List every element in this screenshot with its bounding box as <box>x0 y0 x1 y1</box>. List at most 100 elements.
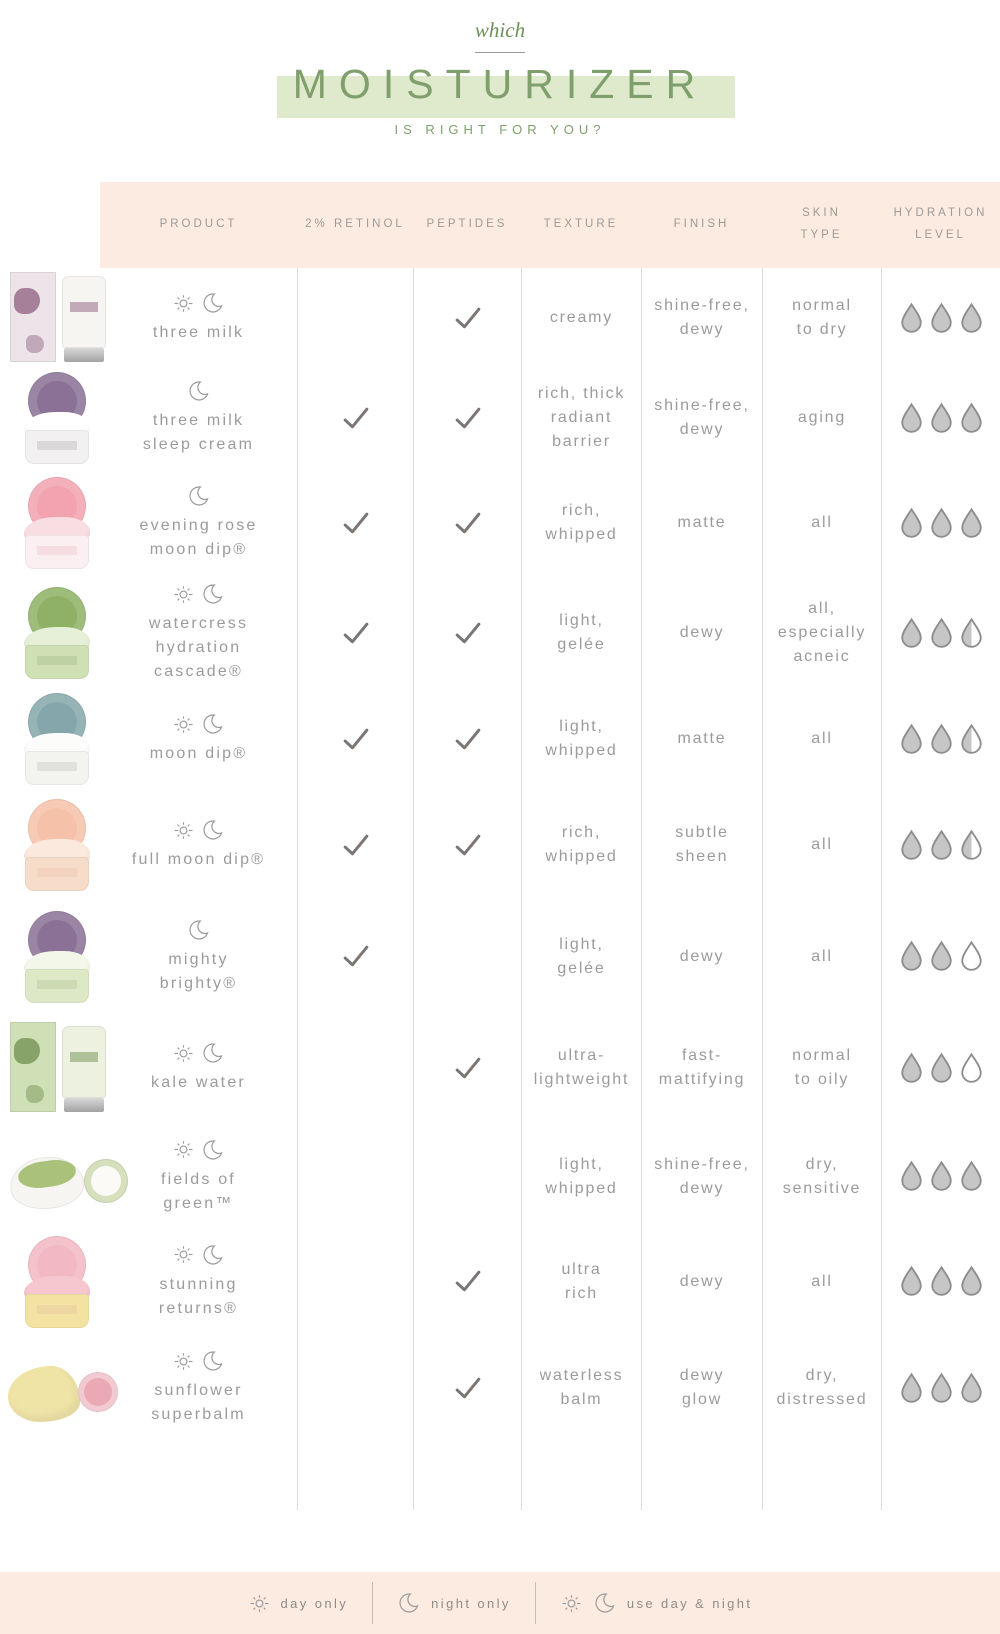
peptides-check-icon <box>455 834 481 855</box>
column-header-peptides: PEPTIDES <box>426 218 508 231</box>
day-icon <box>174 1044 193 1062</box>
texture-cell: light, gelée <box>521 900 641 1013</box>
hydration-drop-full-icon <box>960 302 982 333</box>
header-rule <box>475 52 525 53</box>
hydration-drop-full-icon <box>930 1372 952 1403</box>
hydration-drop-half-icon <box>960 829 982 860</box>
retinol-cell <box>297 468 413 578</box>
peptides-cell <box>413 1230 521 1333</box>
day-icon <box>174 821 193 839</box>
hydration-drops <box>898 617 985 650</box>
finish-cell: dewy <box>641 578 762 688</box>
night-icon <box>203 820 223 840</box>
peptides-cell <box>413 578 521 688</box>
thumbnail-lid <box>28 693 86 751</box>
texture-cell: waterless balm <box>521 1333 641 1443</box>
product-cell-three-milk-sleep-cream: three milk sleep cream <box>0 368 297 468</box>
hydration-drops <box>898 723 985 756</box>
texture-cell: rich, whipped <box>521 790 641 900</box>
hydration-drop-full-icon <box>930 1052 952 1083</box>
finish-cell: dewy <box>641 900 762 1013</box>
product-cell-evening-rose-moon-dip: evening rose moon dip® <box>0 468 297 578</box>
night-icon <box>203 1244 223 1265</box>
hydration-drops <box>898 1265 985 1298</box>
product-name: full moon dip® <box>131 851 266 868</box>
day-icon <box>174 294 193 312</box>
finish-cell: dewy <box>641 1230 762 1333</box>
day-icon <box>174 1246 193 1263</box>
peptides-check-icon <box>455 407 481 428</box>
skin-type-cell: normal to oily <box>762 1013 881 1123</box>
usage-legend: day only night only use day & night <box>0 1572 1000 1634</box>
thumbnail-cream <box>24 839 90 867</box>
hydration-drop-full-icon <box>900 1372 922 1403</box>
product-name: three milk sleep cream <box>142 412 255 453</box>
thumbnail-jar <box>25 968 89 1003</box>
thumbnail-cream <box>24 1275 90 1304</box>
product-name-block: fields of green™ <box>100 1123 297 1230</box>
hydration-drop-full-icon <box>930 1265 952 1296</box>
thumbnail-lid <box>28 587 86 645</box>
usage-icons <box>187 484 211 508</box>
legend-item-night-only: night only <box>397 1591 511 1615</box>
table-header-row: PRODUCT 2% RETINOL PEPTIDES TEXTURE FINISH SK… <box>0 182 1000 268</box>
usage-icons <box>172 818 225 842</box>
hydration-drops <box>898 1160 985 1193</box>
legend-item-day-only: day only <box>248 1592 349 1615</box>
thumbnail-box <box>10 272 56 362</box>
product-name: stunning returns® <box>158 1275 239 1317</box>
thumbnail-jar <box>25 1293 89 1328</box>
peptides-check-icon <box>455 1377 481 1398</box>
hydration-cell <box>881 1230 1000 1333</box>
hydration-drop-full-icon <box>900 1265 922 1296</box>
retinol-cell <box>297 1333 413 1443</box>
page-title: MOISTURIZER <box>276 61 736 118</box>
hydration-cell <box>881 578 1000 688</box>
hydration-drop-full-icon <box>900 507 922 538</box>
hydration-drop-full-icon <box>960 1160 982 1191</box>
hydration-cell <box>881 268 1000 368</box>
legend-separator <box>534 1582 536 1624</box>
hydration-drop-empty-icon <box>960 1052 982 1083</box>
product-name: kale water <box>151 1074 246 1091</box>
thumbnail-cap <box>64 1098 104 1112</box>
thumbnail-cream <box>24 517 90 545</box>
column-header-skin-type: SKIN TYPE <box>800 207 843 241</box>
hydration-drops <box>898 829 985 862</box>
hydration-cell <box>881 1013 1000 1123</box>
night-icon <box>189 919 209 940</box>
thumbnail-jar <box>25 430 89 464</box>
hydration-cell <box>881 1333 1000 1443</box>
peptides-check-icon <box>455 1270 481 1292</box>
day-icon <box>562 1594 581 1612</box>
product-name: mighty brighty® <box>159 950 238 992</box>
column-header-texture: TEXTURE <box>543 218 619 231</box>
usage-icons <box>187 918 211 942</box>
thumbnail-jar <box>25 857 89 891</box>
product-name: moon dip® <box>149 745 248 762</box>
legend-item-use-day-night: use day & night <box>560 1591 753 1615</box>
column-header-hydration-level: HYDRATION LEVEL <box>893 207 988 241</box>
product-cell-moon-dip: moon dip® <box>0 688 297 790</box>
peptides-cell <box>413 688 521 790</box>
spacer-cell <box>521 1443 641 1510</box>
spacer-cell <box>0 1443 297 1510</box>
peptides-cell <box>413 790 521 900</box>
table-body: three milk creamy shine-free, dewy normal t… <box>0 268 1000 1510</box>
product-name-block: kale water <box>100 1013 297 1123</box>
hydration-cell <box>881 688 1000 790</box>
peptides-cell <box>413 468 521 578</box>
hydration-drop-full-icon <box>960 1265 982 1296</box>
hydration-drop-full-icon <box>900 402 922 433</box>
hydration-drop-full-icon <box>900 829 922 860</box>
thumbnail-box <box>10 1022 56 1112</box>
product-name-block: three milk <box>100 268 297 368</box>
night-icon <box>203 1043 223 1063</box>
finish-cell: matte <box>641 688 762 790</box>
peptides-cell <box>413 268 521 368</box>
skin-type-cell: all, especially acneic <box>762 578 881 688</box>
skin-type-cell: all <box>762 790 881 900</box>
product-name-block: sunflower superbalm <box>100 1333 297 1443</box>
usage-icons <box>172 1041 225 1065</box>
